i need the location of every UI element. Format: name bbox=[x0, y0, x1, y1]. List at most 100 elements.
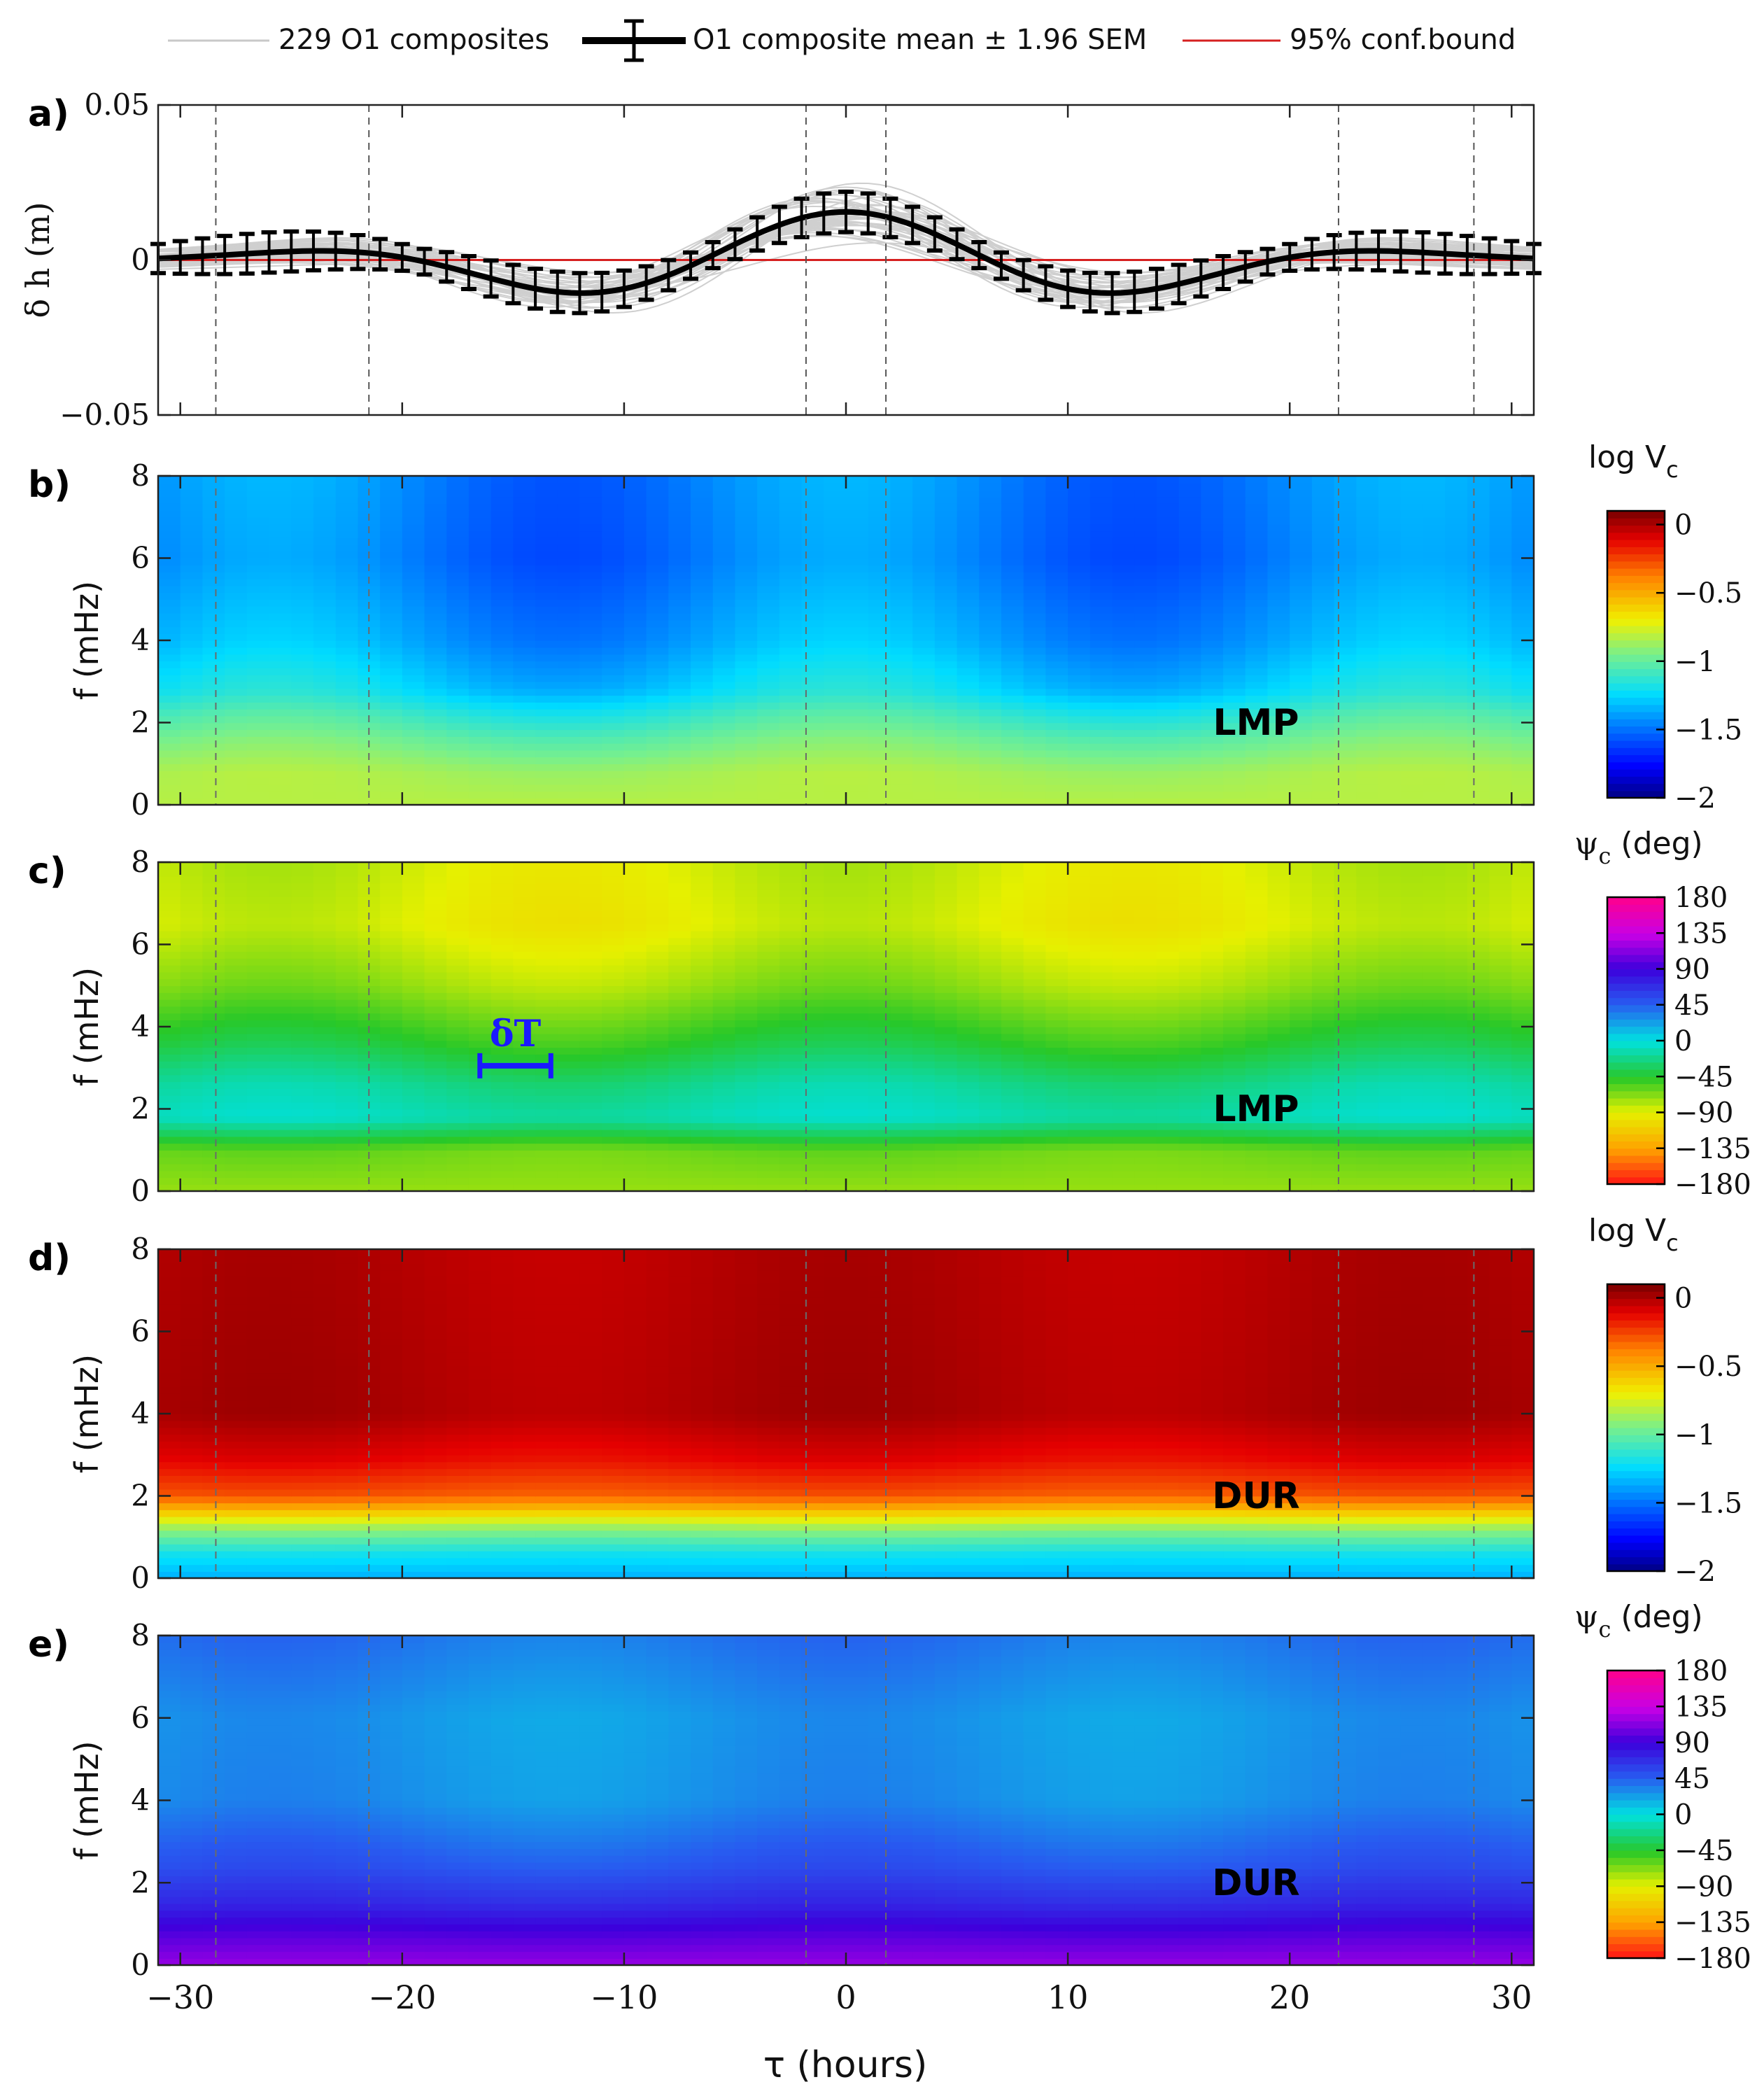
heat-cell bbox=[912, 476, 936, 484]
heat-cell bbox=[313, 578, 337, 586]
heat-cell bbox=[824, 715, 847, 724]
heat-cell bbox=[491, 791, 514, 799]
heat-cell bbox=[1089, 771, 1113, 778]
heat-cell bbox=[668, 544, 691, 552]
heat-cell bbox=[1068, 1116, 1091, 1123]
heat-cell bbox=[291, 633, 314, 641]
heat-cell bbox=[957, 1013, 980, 1021]
heat-cell bbox=[1001, 482, 1024, 491]
heat-cell bbox=[535, 729, 558, 737]
heat-cell bbox=[202, 1060, 225, 1069]
heat-cell bbox=[1356, 523, 1379, 532]
heat-cell bbox=[1001, 1116, 1024, 1123]
heat-cell bbox=[180, 695, 204, 703]
heat-cell bbox=[579, 798, 602, 806]
heat-cell bbox=[1467, 798, 1490, 806]
heat-cell bbox=[1467, 1102, 1490, 1110]
heat-cell bbox=[579, 578, 602, 586]
heat-cell bbox=[824, 1033, 847, 1041]
heat-cell bbox=[1445, 654, 1468, 662]
heat-cell bbox=[623, 1054, 647, 1062]
heat-cell bbox=[579, 668, 602, 675]
heat-cell bbox=[1400, 777, 1424, 785]
heat-cell bbox=[1245, 743, 1269, 751]
heat-cell bbox=[824, 1170, 847, 1179]
reference-vlines-b bbox=[215, 476, 1475, 805]
heat-cell bbox=[890, 551, 913, 559]
heat-cell bbox=[1156, 1163, 1180, 1172]
heat-cell bbox=[557, 1170, 581, 1179]
heat-cell bbox=[623, 1157, 647, 1165]
heat-cell bbox=[1178, 764, 1202, 771]
heat-cell bbox=[291, 537, 314, 545]
heat-cell bbox=[158, 674, 181, 682]
heat-cell bbox=[402, 1081, 425, 1089]
heat-cell bbox=[225, 523, 248, 532]
heat-cell bbox=[202, 1150, 225, 1158]
heat-cell bbox=[1001, 647, 1024, 655]
heat-cell bbox=[1290, 476, 1313, 484]
heat-cell bbox=[1112, 551, 1136, 559]
heat-cell bbox=[225, 798, 248, 806]
heat-cell bbox=[1334, 1047, 1357, 1055]
heat-cell bbox=[979, 654, 1002, 662]
heat-cell bbox=[846, 702, 869, 710]
heat-cell bbox=[1445, 695, 1468, 703]
heat-cell bbox=[757, 750, 780, 758]
heat-cell bbox=[491, 784, 514, 792]
heat-cell bbox=[1089, 798, 1113, 806]
heat-cell bbox=[1134, 1054, 1157, 1062]
heat-cell bbox=[269, 1177, 292, 1186]
heat-cell bbox=[957, 585, 980, 593]
heat-cell bbox=[446, 784, 470, 792]
heat-cell bbox=[446, 668, 470, 675]
heat-cell bbox=[1068, 647, 1091, 655]
heat-cell bbox=[246, 1074, 270, 1083]
heat-cell bbox=[779, 633, 803, 641]
heat-cell bbox=[1489, 1088, 1513, 1096]
heat-cell bbox=[1089, 1129, 1113, 1137]
heat-cell bbox=[1400, 695, 1424, 703]
heat-cell bbox=[468, 1088, 492, 1096]
heat-cell bbox=[957, 992, 980, 1000]
heat-cell bbox=[1245, 757, 1269, 765]
heat-cell bbox=[801, 503, 825, 511]
heat-cell bbox=[579, 1095, 602, 1103]
heat-cell bbox=[180, 1129, 204, 1137]
heat-cell bbox=[202, 777, 225, 785]
heat-cell bbox=[824, 798, 847, 806]
heat-cell bbox=[1311, 578, 1335, 586]
heat-cell bbox=[646, 1102, 670, 1110]
heat-cell bbox=[1134, 743, 1157, 751]
heat-cell bbox=[1245, 544, 1269, 552]
heat-cell bbox=[712, 565, 736, 572]
heat-cell bbox=[668, 1047, 691, 1055]
heat-cell bbox=[824, 681, 847, 689]
heat-cell bbox=[957, 661, 980, 668]
heat-cell bbox=[468, 777, 492, 785]
heat-cell bbox=[1045, 1047, 1068, 1055]
heat-cell bbox=[1311, 503, 1335, 511]
heat-cell bbox=[1467, 764, 1490, 771]
heat-cell bbox=[979, 1136, 1002, 1144]
heat-cell bbox=[1001, 1006, 1024, 1014]
heat-cell bbox=[313, 729, 337, 737]
heat-cell bbox=[535, 1006, 558, 1014]
heat-cell bbox=[1001, 708, 1024, 717]
heat-cell bbox=[491, 647, 514, 655]
heat-cell bbox=[1356, 1123, 1379, 1130]
heat-cell bbox=[691, 496, 714, 504]
heat-cell bbox=[291, 558, 314, 566]
heat-cell bbox=[1356, 695, 1379, 703]
heat-cell bbox=[890, 992, 913, 1000]
heat-cell bbox=[1511, 777, 1534, 785]
heat-cell bbox=[846, 1013, 869, 1021]
heat-cell bbox=[779, 1040, 803, 1048]
heat-cell bbox=[1223, 999, 1246, 1007]
heat-cell bbox=[979, 736, 1002, 744]
heat-cell bbox=[424, 1095, 448, 1103]
heat-cell bbox=[491, 1095, 514, 1103]
heat-cell bbox=[380, 715, 403, 724]
heat-cell bbox=[979, 612, 1002, 621]
heat-cell bbox=[712, 681, 736, 689]
